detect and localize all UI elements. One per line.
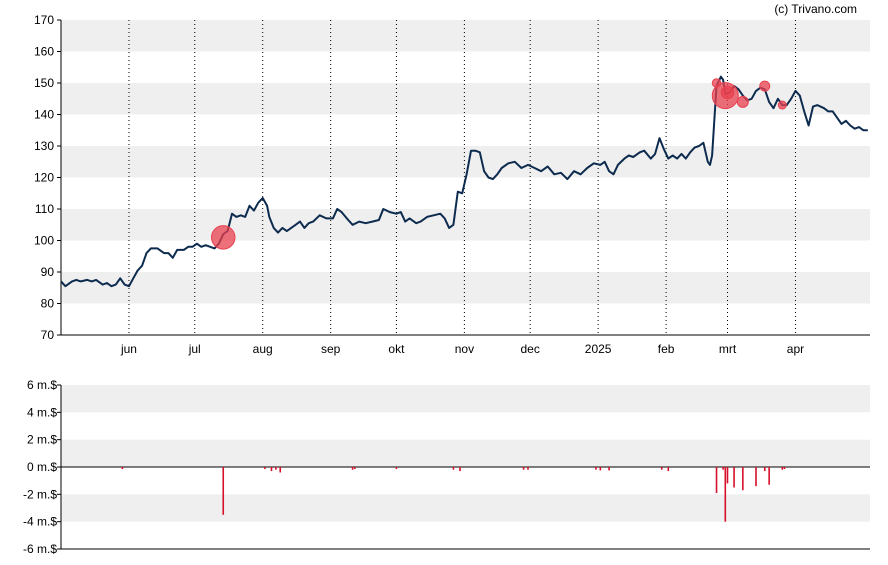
x-tick-label: dec bbox=[520, 342, 539, 356]
x-tick-label: nov bbox=[455, 342, 474, 356]
x-tick-label: sep bbox=[321, 342, 341, 356]
x-tick-label: jun bbox=[120, 342, 137, 356]
grid-band bbox=[61, 272, 870, 304]
y-tick-label: -6 m.$ bbox=[23, 542, 57, 556]
insider-trade-marker bbox=[720, 85, 735, 100]
y-tick-label: 110 bbox=[35, 202, 54, 216]
y-tick-label: -4 m.$ bbox=[23, 515, 57, 529]
y-tick-label: 80 bbox=[41, 297, 55, 311]
insider-trade-marker bbox=[777, 100, 787, 110]
y-tick-label: 160 bbox=[34, 45, 54, 59]
x-tick-label: mrt bbox=[719, 342, 737, 356]
y-tick-label: 70 bbox=[41, 328, 55, 342]
y-tick-label: 100 bbox=[34, 234, 54, 248]
volume-panel: -6 m.$ -4 m.$ -2 m.$ 0 m.$ 2 m.$ 4 m.$ 6 m.$ bbox=[23, 378, 870, 556]
insider-trade-marker bbox=[759, 80, 771, 92]
x-tick-label: feb bbox=[658, 342, 675, 356]
y-tick-label: -2 m.$ bbox=[23, 487, 57, 501]
x-tick-label: okt bbox=[388, 342, 405, 356]
y-tick-label: 4 m.$ bbox=[27, 405, 57, 419]
insider-trade-marker bbox=[736, 95, 749, 108]
copyright-label: (c) Trivano.com bbox=[774, 2, 857, 16]
y-tick-label: 130 bbox=[34, 139, 54, 153]
grid-band bbox=[61, 209, 870, 241]
grid-band bbox=[61, 494, 870, 522]
y-tick-label: 170 bbox=[34, 13, 54, 27]
grid-band bbox=[61, 385, 870, 413]
y-tick-label: 0 m.$ bbox=[27, 460, 57, 474]
grid-band bbox=[61, 20, 870, 52]
price-panel: jun jul aug sep okt nov dec 2025 feb mrt apr 70 80 90… bbox=[34, 13, 870, 356]
y-tick-label: 140 bbox=[34, 108, 54, 122]
x-tick-label: aug bbox=[253, 342, 273, 356]
x-tick-label: apr bbox=[787, 342, 804, 356]
insider-trade-marker bbox=[210, 225, 236, 250]
x-tick-label: 2025 bbox=[585, 342, 612, 356]
grid-band bbox=[61, 146, 870, 178]
y-tick-label: 120 bbox=[34, 171, 54, 185]
grid-band bbox=[61, 439, 870, 467]
x-tick-label: jul bbox=[188, 342, 201, 356]
y-tick-label: 2 m.$ bbox=[27, 433, 57, 447]
y-tick-label: 6 m.$ bbox=[27, 378, 57, 392]
y-tick-label: 90 bbox=[41, 265, 55, 279]
y-tick-label: 150 bbox=[34, 76, 54, 90]
